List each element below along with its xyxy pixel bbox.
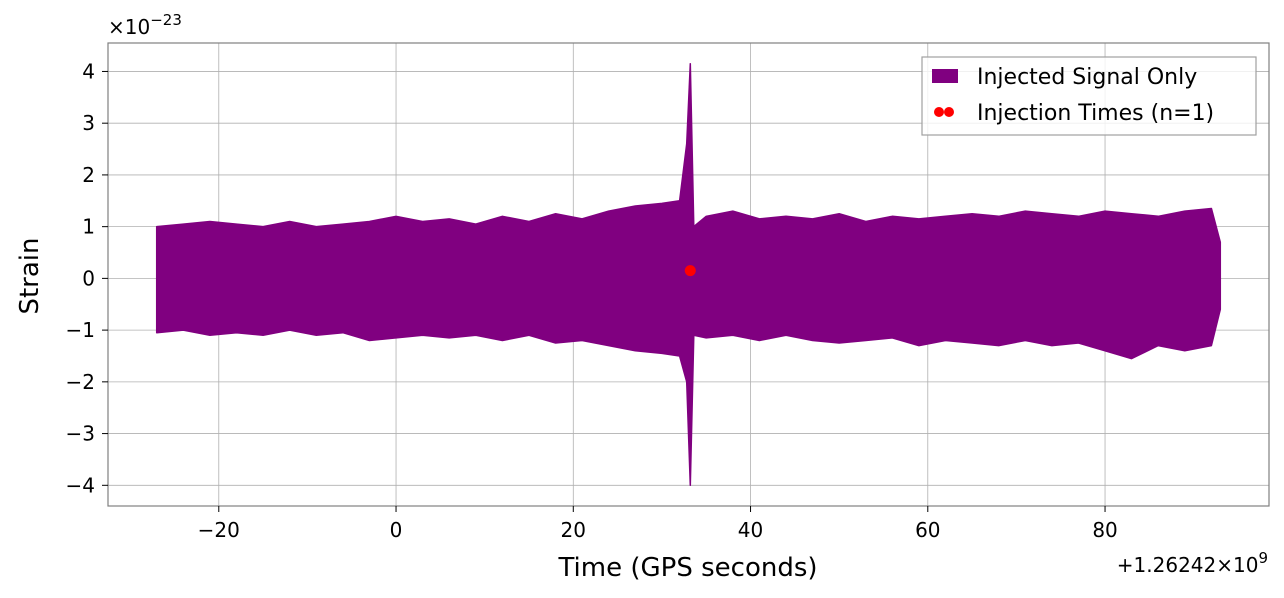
y-scale-multiplier: ×10−23 — [108, 11, 182, 39]
y-tick-label: 2 — [82, 163, 95, 187]
legend-label-injected-signal: Injected Signal Only — [977, 65, 1197, 90]
y-tick-label: 0 — [82, 266, 95, 290]
legend-marker-injection-times — [934, 107, 944, 117]
legend-label-injection-times: Injection Times (n=1) — [977, 101, 1214, 126]
legend-marker-injection-times-2 — [944, 107, 954, 117]
tick-layer: −20 0 20 40 60 80 −4 −3 −2 −1 0 1 2 3 4 — [66, 59, 1118, 542]
y-tick-label: −3 — [66, 422, 95, 446]
series-layer — [155, 62, 1222, 487]
x-offset-label: +1.26242×109 — [1117, 549, 1268, 577]
x-tick-label: −20 — [198, 518, 240, 542]
legend-swatch-injected-signal — [932, 69, 958, 83]
legend-box — [921, 56, 1257, 136]
x-tick-label: 60 — [915, 518, 940, 542]
x-tick-label: 40 — [738, 518, 763, 542]
plot-frame — [107, 42, 1270, 507]
y-axis-title: Strain — [15, 237, 45, 314]
x-tick-label: 20 — [561, 518, 586, 542]
legend: Injected Signal Only Injection Times (n=… — [921, 56, 1257, 136]
x-tick-label: 0 — [390, 518, 403, 542]
y-tick-label: 3 — [82, 111, 95, 135]
y-tick-label: 4 — [82, 59, 95, 83]
injection-time-point — [684, 265, 696, 277]
y-tick-label: 1 — [82, 215, 95, 239]
x-axis-title: Time (GPS seconds) — [557, 553, 817, 583]
y-tick-label: −2 — [66, 370, 95, 394]
y-tick-label: −4 — [66, 473, 95, 497]
y-tick-label: −1 — [66, 318, 95, 342]
x-tick-label: 80 — [1092, 518, 1117, 542]
